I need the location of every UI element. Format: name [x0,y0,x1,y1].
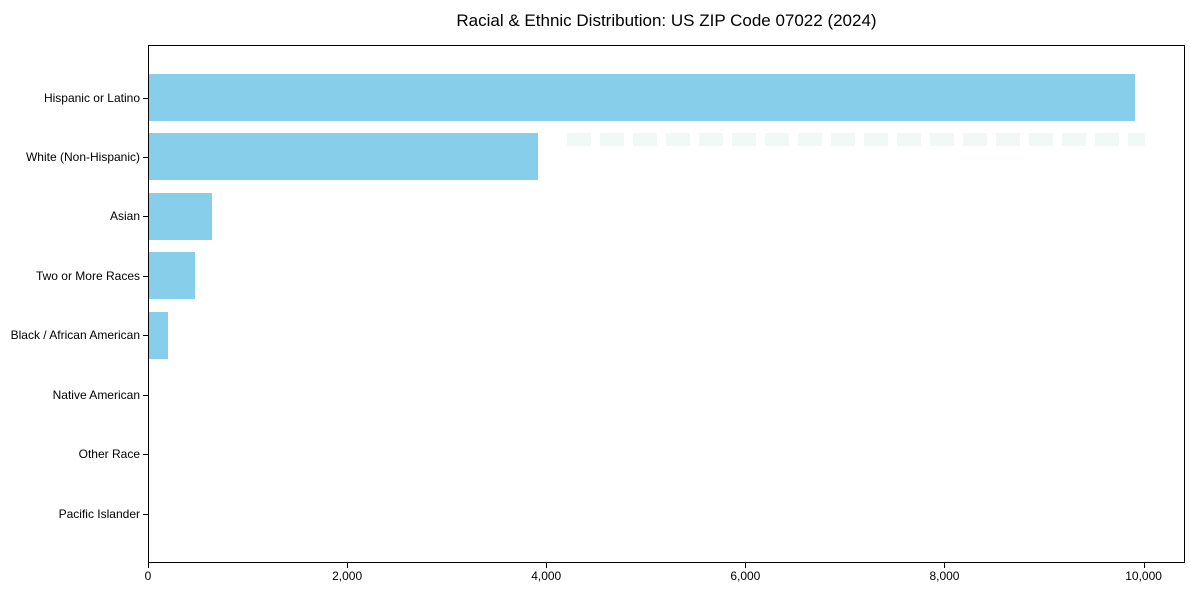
y-tick-mark [143,275,148,277]
y-axis-label-asian: Asian [109,209,140,224]
y-tick-mark [143,513,148,515]
y-axis-label-black-african-american: Black / African American [10,328,140,343]
y-tick-mark [143,454,148,456]
y-tick-mark [143,216,148,218]
x-tick-label-10-000: 10,000 [1125,569,1162,583]
x-tick-label-4-000: 4,000 [531,569,562,583]
x-tick-mark [347,563,349,568]
y-axis-label-white-non-hispanic: White (Non-Hispanic) [25,149,140,164]
y-axis-label-other-race: Other Race [78,447,140,462]
x-tick-mark [745,563,747,568]
chart-title: Racial & Ethnic Distribution: US ZIP Cod… [456,11,877,30]
bar-black-african-american [149,311,168,359]
x-tick-label-6-000: 6,000 [730,569,761,583]
bar-white-non-hispanic [149,133,538,181]
x-tick-mark [546,563,548,568]
watermark-artifact [567,133,1145,146]
y-tick-mark [143,97,148,99]
x-tick-mark [148,563,149,568]
x-tick-label-0: 0 [144,569,152,583]
bar-two-or-more-races [149,252,195,300]
y-tick-mark [143,335,148,337]
x-tick-mark [944,563,946,568]
bar-hispanic-or-latino [149,74,1135,121]
x-tick-label-8-000: 8,000 [929,569,960,583]
bar-asian [149,192,212,240]
plot-area [148,45,1185,563]
y-tick-mark [143,156,148,158]
y-axis-label-native-american: Native American [52,387,140,402]
y-axis-label-pacific-islander: Pacific Islander [58,506,140,521]
y-axis-label-hispanic-or-latino: Hispanic or Latino [43,90,140,105]
x-tick-label-2-000: 2,000 [332,569,363,583]
y-tick-mark [143,394,148,396]
x-tick-mark [1143,563,1145,568]
y-axis-label-two-or-more-races: Two or More Races [35,268,140,283]
